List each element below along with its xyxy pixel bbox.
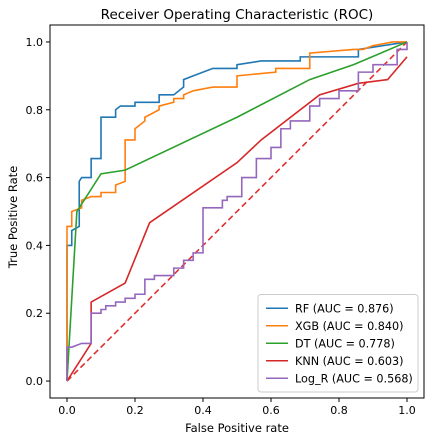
legend-label: DT (AUC = 0.778) — [295, 337, 395, 350]
plot-frame — [49, 24, 425, 399]
legend-label: XGB (AUC = 0.840) — [295, 320, 403, 333]
x-tick-label: 1.0 — [398, 404, 416, 417]
y-tick-label: 0.4 — [26, 239, 44, 252]
y-tick-label: 1.0 — [26, 36, 44, 49]
y-tick-label: 0.0 — [26, 375, 44, 388]
x-tick-label: 0.8 — [330, 404, 348, 417]
chart-title: Receiver Operating Characteristic (ROC) — [101, 7, 374, 23]
series-lines — [66, 41, 408, 382]
legend-box — [257, 294, 419, 393]
x-tick-label: 0.2 — [126, 404, 144, 417]
legend-label: RF (AUC = 0.876) — [295, 302, 394, 315]
x-axis-ticks: 0.0 0.2 0.4 0.6 0.8 1.0 — [58, 398, 416, 417]
x-tick-label: 0.0 — [58, 404, 76, 417]
y-tick-label: 0.8 — [26, 104, 44, 117]
x-tick-label: 0.6 — [262, 404, 280, 417]
series-line-rf — [66, 41, 408, 382]
legend-label: Log_R (AUC = 0.568) — [295, 372, 413, 385]
y-tick-label: 0.2 — [26, 307, 44, 320]
legend: RF (AUC = 0.876) XGB (AUC = 0.840) DT (AUC… — [257, 294, 419, 393]
reference-diagonal-line — [66, 41, 408, 382]
y-axis-ticks: 0.0 0.2 0.4 0.6 0.8 1.0 — [26, 36, 50, 388]
legend-label: KNN (AUC = 0.603) — [295, 355, 404, 368]
y-tick-label: 0.6 — [26, 172, 44, 185]
y-axis-label: True Positive Rate — [6, 166, 20, 269]
series-line-dt — [66, 41, 408, 382]
x-axis-label: False Positive rate — [185, 421, 289, 435]
series-line-log-r — [66, 41, 408, 382]
series-line-xgb — [66, 41, 407, 382]
x-tick-label: 0.4 — [194, 404, 212, 417]
plot-area — [49, 24, 425, 399]
